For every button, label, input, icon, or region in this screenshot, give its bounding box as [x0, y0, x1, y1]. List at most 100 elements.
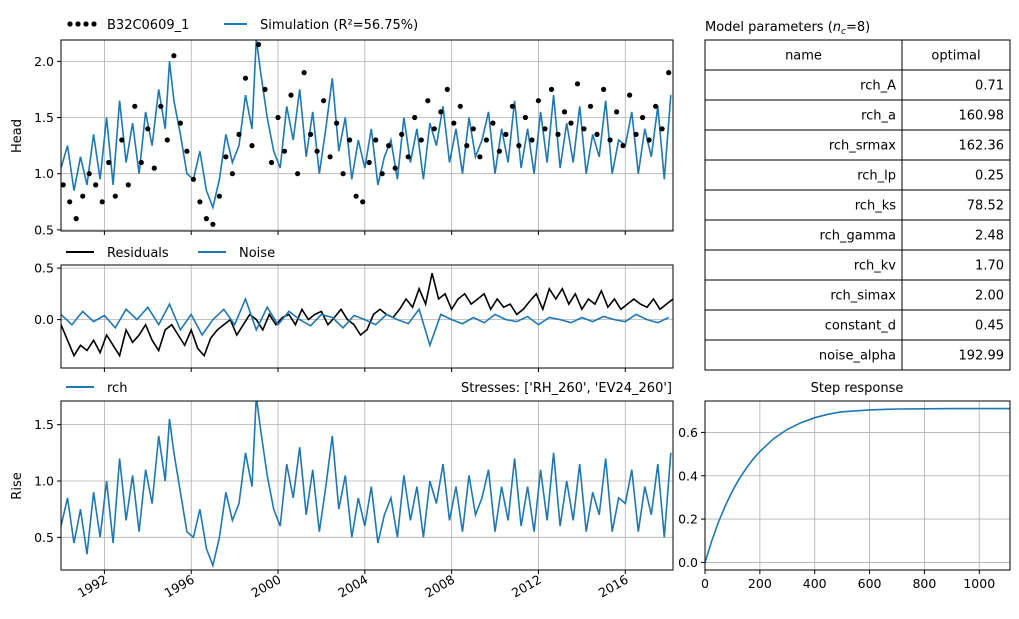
data-point — [308, 131, 314, 137]
x-tick-label: 2008 — [422, 572, 457, 601]
data-point — [190, 176, 196, 182]
data-point — [93, 182, 99, 188]
x-tick-label: 2016 — [596, 572, 631, 601]
table-header-cell — [704, 39, 903, 71]
data-point — [281, 148, 288, 154]
data-point — [184, 148, 190, 154]
data-point — [438, 109, 444, 115]
data-point — [360, 199, 366, 205]
data-point — [607, 137, 613, 143]
data-point — [601, 86, 607, 92]
table-cell — [704, 339, 903, 371]
table-cell — [901, 219, 1011, 251]
data-point — [301, 70, 307, 76]
data-point — [483, 137, 489, 143]
data-point — [80, 193, 86, 199]
data-point — [470, 126, 476, 132]
param-value: 192.99 — [959, 349, 1005, 364]
table-cell — [901, 309, 1011, 341]
data-point — [197, 199, 203, 205]
head-ylabel: Head — [10, 119, 25, 153]
data-point — [334, 120, 340, 126]
data-point — [268, 159, 275, 166]
param-value: 2.00 — [975, 289, 1004, 304]
legend-dot — [83, 21, 89, 27]
legend-item-simulation: Simulation (R²=56.75%) — [224, 18, 418, 33]
x-tick-label: 1992 — [75, 572, 110, 601]
data-point — [509, 103, 515, 109]
y-tick-label: 0.5 — [34, 261, 54, 276]
param-name: constant_d — [825, 319, 896, 334]
legend-label-observed: B32C0609_1 — [107, 18, 189, 33]
data-point — [496, 148, 502, 154]
data-point — [542, 126, 548, 132]
x-tick-label: 2004 — [335, 572, 370, 601]
data-point — [516, 143, 522, 149]
data-point — [503, 131, 509, 137]
data-point — [477, 154, 483, 160]
param-value: 0.45 — [975, 319, 1004, 334]
data-point — [67, 199, 73, 205]
step-response-axes: 0.0 0.2 0.4 0.6 0 200 400 600 800 1000 — [678, 400, 1011, 591]
param-value: 160.98 — [959, 109, 1005, 124]
data-point — [275, 114, 281, 121]
param-title-n: n — [833, 20, 841, 35]
data-point — [314, 148, 320, 154]
y-tick-label: 1.5 — [34, 417, 54, 432]
table-cell — [704, 279, 903, 311]
param-value: 0.71 — [975, 79, 1004, 94]
legend-label-residuals: Residuals — [107, 246, 169, 261]
data-point — [327, 154, 333, 160]
data-point — [574, 81, 581, 87]
data-point — [620, 143, 626, 149]
data-point — [125, 182, 131, 188]
x-tick-label: 600 — [858, 576, 882, 591]
legend-label-noise: Noise — [239, 246, 275, 261]
param-name: rch_lp — [857, 169, 896, 184]
param-value: 1.70 — [975, 259, 1004, 274]
x-tick-label: 1000 — [963, 576, 995, 591]
residuals-axes: 0.0 0.5 — [34, 261, 674, 372]
param-name: rch_ks — [855, 199, 896, 214]
data-point — [353, 193, 359, 199]
y-tick-label: 1.0 — [34, 473, 54, 488]
data-point — [653, 103, 659, 109]
parameters-title: Model parameters (nc=8) — [705, 20, 870, 37]
data-point — [640, 114, 646, 121]
data-point — [138, 159, 144, 166]
data-point — [490, 120, 496, 126]
table-cell — [704, 69, 903, 101]
data-point — [145, 126, 151, 132]
param-title-tail: =8) — [846, 20, 870, 35]
data-point — [451, 120, 457, 126]
legend-dot — [91, 21, 97, 27]
table-cell — [704, 249, 903, 281]
data-point — [399, 131, 405, 137]
data-point — [373, 137, 379, 143]
data-point — [431, 126, 437, 132]
table-header-name: name — [785, 49, 822, 64]
series-line-simulation-r-56-75 — [61, 40, 672, 211]
data-point — [425, 98, 431, 104]
data-point — [386, 143, 392, 149]
table-cell — [901, 339, 1011, 371]
series-line-rch — [705, 407, 1010, 563]
data-point — [236, 131, 242, 137]
y-tick-label: 0.2 — [678, 512, 698, 527]
param-name: rch_a — [861, 109, 896, 124]
table-header-optimal: optimal — [931, 49, 980, 64]
data-point — [587, 103, 594, 109]
data-point — [255, 41, 262, 48]
x-tick-label: 800 — [912, 576, 936, 591]
y-tick-label: 0.5 — [34, 222, 54, 237]
data-point — [561, 109, 568, 115]
residuals-axes-frame — [60, 264, 674, 369]
x-tick-label: 400 — [803, 576, 827, 591]
rise-legend: rch — [66, 381, 127, 396]
data-point — [457, 103, 463, 109]
data-point — [627, 92, 633, 98]
data-point — [203, 216, 209, 222]
stresses-label: Stresses: ['RH_260', 'EV24_260'] — [461, 381, 672, 396]
data-point — [86, 171, 92, 177]
